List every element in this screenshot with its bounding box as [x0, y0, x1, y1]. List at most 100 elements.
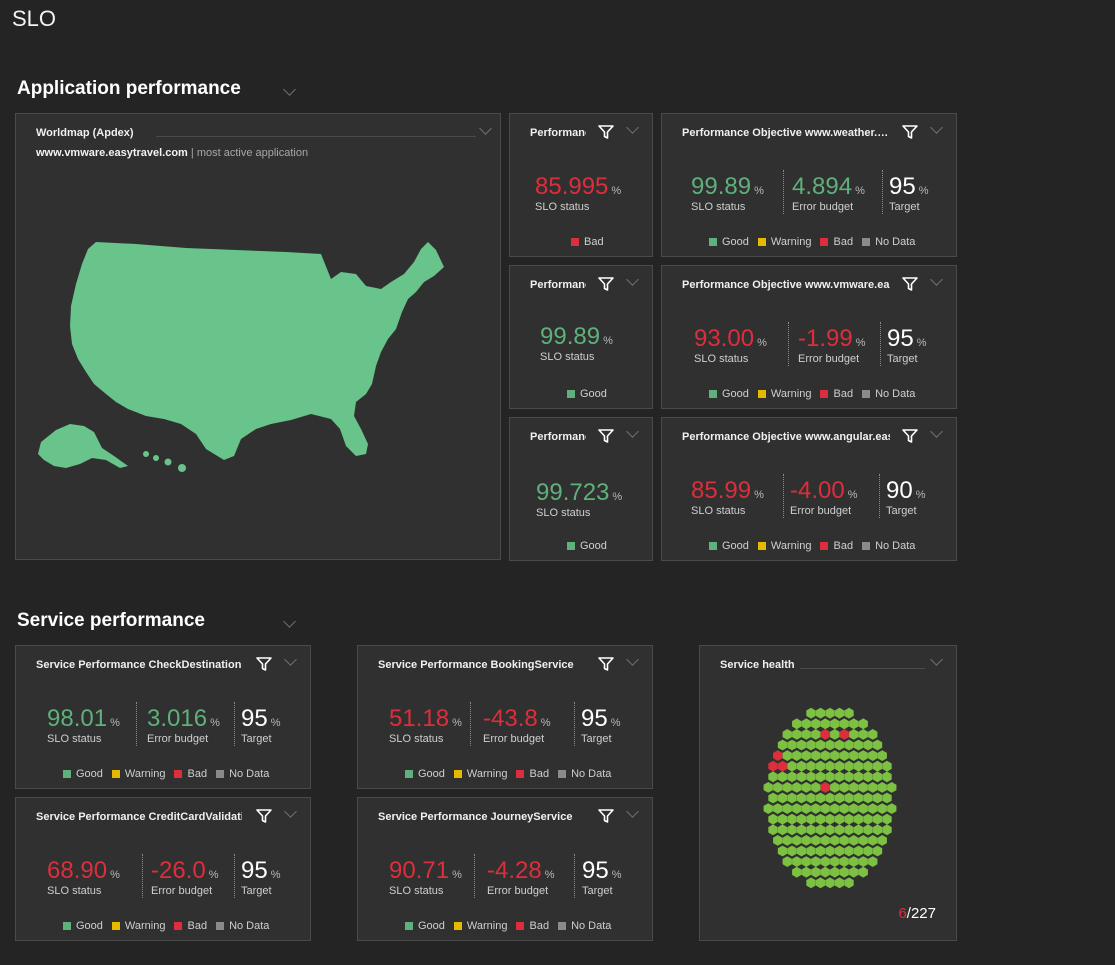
service-hex-healthy[interactable]	[839, 835, 849, 846]
service-hex-healthy[interactable]	[839, 856, 849, 867]
service-hex-healthy[interactable]	[858, 856, 868, 867]
tile-menu-chevron-icon[interactable]	[626, 653, 639, 666]
service-hex-healthy[interactable]	[834, 707, 845, 719]
service-hex-healthy[interactable]	[834, 824, 845, 836]
service-hex-healthy[interactable]	[834, 771, 845, 783]
service-hex-healthy[interactable]	[849, 782, 859, 793]
service-hex-healthy[interactable]	[796, 792, 807, 804]
service-hex-healthy[interactable]	[858, 729, 868, 740]
service-hex-healthy[interactable]	[777, 739, 788, 751]
service-hex-healthy[interactable]	[863, 792, 873, 804]
service-hex-healthy[interactable]	[815, 739, 826, 751]
service-hex-healthy[interactable]	[839, 803, 849, 814]
filter-icon[interactable]	[598, 125, 614, 139]
service-hex-healthy[interactable]	[801, 718, 811, 730]
service-hex-healthy[interactable]	[844, 824, 854, 836]
service-hex-healthy[interactable]	[787, 824, 797, 836]
service-hex-healthy[interactable]	[872, 813, 883, 825]
service-hex-healthy[interactable]	[834, 739, 845, 751]
slo-tile-bookingservice[interactable]: Service Performance BookingService 51.18…	[357, 645, 653, 789]
service-hex-healthy[interactable]	[787, 771, 797, 783]
service-hex-healthy[interactable]	[834, 845, 845, 857]
tile-menu-chevron-icon[interactable]	[479, 122, 492, 135]
service-hex-healthy[interactable]	[782, 803, 792, 814]
service-hex-healthy[interactable]	[801, 782, 811, 793]
slo-tile-vmware[interactable]: Performance Objective www.vmware.easytra…	[661, 265, 957, 409]
filter-icon[interactable]	[256, 809, 272, 823]
service-hex-healthy[interactable]	[811, 866, 821, 878]
filter-icon[interactable]	[902, 125, 918, 139]
service-hex-healthy[interactable]	[877, 782, 887, 793]
service-hex-healthy[interactable]	[792, 866, 802, 878]
service-hex-healthy[interactable]	[872, 771, 883, 783]
service-health-tile[interactable]: Service health 6/227	[699, 645, 957, 941]
service-hex-healthy[interactable]	[806, 771, 816, 783]
service-hex-healthy[interactable]	[811, 835, 821, 846]
service-hex-healthy[interactable]	[863, 760, 873, 772]
service-hex-healthy[interactable]	[882, 760, 892, 772]
service-hex-healthy[interactable]	[796, 771, 807, 783]
worldmap-tile[interactable]: Worldmap (Apdex) www.vmware.easytravel.c…	[15, 113, 501, 560]
service-hex-healthy[interactable]	[830, 835, 840, 846]
tile-menu-chevron-icon[interactable]	[626, 121, 639, 134]
service-hex-healthy[interactable]	[863, 739, 873, 751]
service-hex-healthy[interactable]	[839, 750, 849, 761]
service-hex-healthy[interactable]	[782, 750, 792, 761]
most-active-app-name[interactable]: www.vmware.easytravel.com	[36, 147, 188, 159]
service-hex-healthy[interactable]	[825, 824, 835, 836]
service-hex-healthy[interactable]	[877, 803, 887, 814]
service-hex-healthy[interactable]	[820, 856, 830, 867]
service-hex-healthy[interactable]	[830, 803, 840, 814]
service-hex-healthy[interactable]	[868, 750, 878, 761]
service-hex-problem[interactable]	[773, 750, 783, 761]
service-hex-healthy[interactable]	[773, 835, 783, 846]
service-hex-healthy[interactable]	[815, 771, 826, 783]
service-hex-healthy[interactable]	[801, 729, 811, 740]
service-hex-healthy[interactable]	[877, 750, 887, 761]
service-hex-healthy[interactable]	[853, 792, 864, 804]
slo-tile-creditcardvalidation[interactable]: Service Performance CreditCardValidation…	[15, 797, 311, 941]
service-hex-healthy[interactable]	[844, 813, 854, 825]
service-hex-healthy[interactable]	[868, 835, 878, 846]
service-hex-healthy[interactable]	[801, 835, 811, 846]
service-hex-healthy[interactable]	[777, 824, 788, 836]
service-hex-healthy[interactable]	[811, 782, 821, 793]
service-hex-healthy[interactable]	[815, 792, 826, 804]
tile-menu-chevron-icon[interactable]	[930, 121, 943, 134]
service-hex-healthy[interactable]	[792, 782, 802, 793]
service-hex-healthy[interactable]	[801, 866, 811, 878]
service-hex-healthy[interactable]	[853, 760, 864, 772]
slo-tile-weather[interactable]: Performance Objective www.weather.easytr…	[661, 113, 957, 257]
filter-icon[interactable]	[902, 429, 918, 443]
service-hex-healthy[interactable]	[853, 845, 864, 857]
service-hex-healthy[interactable]	[853, 813, 864, 825]
tile-menu-chevron-icon[interactable]	[284, 805, 297, 818]
service-hex-healthy[interactable]	[849, 718, 859, 730]
service-hex-healthy[interactable]	[853, 739, 864, 751]
service-hex-healthy[interactable]	[806, 739, 816, 751]
service-hex-healthy[interactable]	[811, 856, 821, 867]
service-hex-healthy[interactable]	[782, 856, 792, 867]
service-hex-healthy[interactable]	[777, 845, 788, 857]
service-hex-healthy[interactable]	[844, 739, 854, 751]
service-hex-healthy[interactable]	[777, 792, 788, 804]
service-hex-healthy[interactable]	[806, 813, 816, 825]
service-hex-healthy[interactable]	[806, 845, 816, 857]
service-hex-healthy[interactable]	[849, 729, 859, 740]
service-hex-healthy[interactable]	[796, 760, 807, 772]
filter-icon[interactable]	[598, 429, 614, 443]
slo-tile-small-1[interactable]: Performance Objective 85.995% SLO status…	[509, 113, 653, 257]
service-hex-healthy[interactable]	[825, 760, 835, 772]
service-hex-healthy[interactable]	[820, 750, 830, 761]
service-hex-healthy[interactable]	[763, 782, 773, 793]
service-hex-healthy[interactable]	[858, 835, 868, 846]
service-hex-healthy[interactable]	[815, 760, 826, 772]
service-hex-healthy[interactable]	[806, 877, 816, 889]
service-hex-healthy[interactable]	[830, 782, 840, 793]
service-hex-healthy[interactable]	[806, 824, 816, 836]
tile-menu-chevron-icon[interactable]	[626, 425, 639, 438]
service-hex-healthy[interactable]	[839, 782, 849, 793]
service-hex-healthy[interactable]	[777, 813, 788, 825]
service-hex-problem[interactable]	[820, 782, 830, 793]
service-hex-problem[interactable]	[768, 760, 778, 772]
